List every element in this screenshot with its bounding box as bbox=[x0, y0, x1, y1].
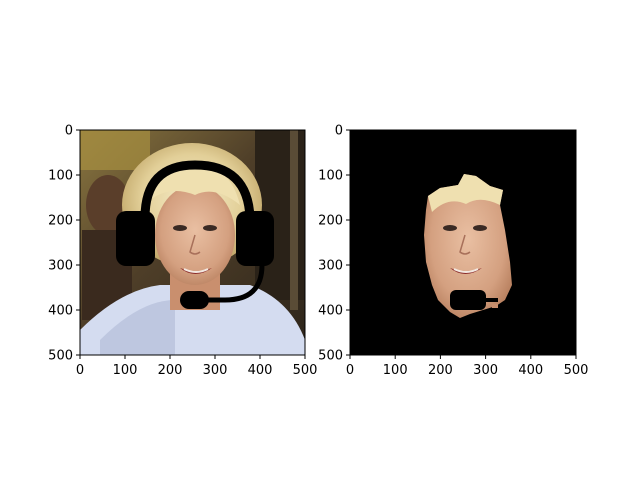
left-x-ticks: 0 100 200 300 400 500 bbox=[76, 355, 318, 378]
right-y-tick-label: 200 bbox=[318, 214, 343, 229]
segmented-hair bbox=[428, 174, 503, 212]
left-axes: 0 100 200 300 400 500 0 100 200 300 400 500 bbox=[48, 124, 317, 379]
left-x-tick-label: 200 bbox=[158, 363, 183, 378]
left-y-tick-label: 300 bbox=[48, 259, 73, 274]
segment-neck-edge bbox=[492, 304, 498, 308]
photo-nose bbox=[189, 234, 201, 255]
segment-teeth bbox=[453, 268, 479, 273]
photo-eye-left bbox=[173, 225, 187, 231]
segmented-face bbox=[424, 174, 512, 318]
right-y-tick-label: 400 bbox=[318, 304, 343, 319]
headset-boom-arm bbox=[200, 264, 265, 303]
left-image bbox=[80, 130, 305, 355]
right-y-tick-label: 500 bbox=[318, 349, 343, 364]
segment-eye-left bbox=[443, 225, 457, 231]
photo-clothing-shade bbox=[100, 300, 175, 355]
right-y-tick-label: 0 bbox=[335, 124, 343, 139]
right-x-tick-label: 500 bbox=[564, 363, 589, 378]
left-x-tick-label: 300 bbox=[203, 363, 228, 378]
right-x-tick-label: 100 bbox=[383, 363, 408, 378]
photo-bangs bbox=[150, 168, 240, 205]
left-y-ticks: 0 100 200 300 400 500 bbox=[48, 124, 80, 364]
left-x-tick-label: 0 bbox=[76, 363, 84, 378]
headset-band bbox=[140, 160, 255, 219]
right-x-tick-label: 0 bbox=[346, 363, 354, 378]
right-x-tick-label: 300 bbox=[473, 363, 498, 378]
left-y-tick-label: 0 bbox=[65, 124, 73, 139]
left-y-tick-label: 500 bbox=[48, 349, 73, 364]
segment-mic-mask-arm bbox=[484, 298, 498, 302]
headset-ear-cup-right bbox=[236, 211, 274, 266]
photo-eye-right bbox=[203, 225, 217, 231]
right-axes-frame bbox=[349, 129, 577, 356]
photo-background-pole bbox=[290, 130, 298, 310]
photo-background-yellow bbox=[80, 130, 150, 170]
segment-nose bbox=[459, 234, 471, 255]
left-y-tick-label: 200 bbox=[48, 214, 73, 229]
right-y-tick-label: 100 bbox=[318, 169, 343, 184]
segment-mic-mask bbox=[450, 290, 486, 310]
left-x-tick-label: 500 bbox=[293, 363, 318, 378]
right-image bbox=[350, 130, 576, 355]
left-axes-frame bbox=[79, 129, 306, 356]
right-y-tick-label: 300 bbox=[318, 259, 343, 274]
left-x-tick-label: 400 bbox=[248, 363, 273, 378]
headset-icon bbox=[116, 160, 274, 309]
segment-eye-right bbox=[473, 225, 487, 231]
right-x-tick-label: 200 bbox=[428, 363, 453, 378]
left-x-tick-label: 100 bbox=[113, 363, 138, 378]
headset-ear-cup-left bbox=[116, 211, 155, 266]
left-y-tick-label: 400 bbox=[48, 304, 73, 319]
headset-microphone bbox=[180, 291, 209, 309]
left-y-tick-label: 100 bbox=[48, 169, 73, 184]
right-axes: 0 100 200 300 400 500 0 100 200 300 400 500 bbox=[318, 124, 588, 379]
photo-teeth bbox=[183, 268, 209, 273]
right-x-ticks: 0 100 200 300 400 500 bbox=[346, 355, 589, 378]
right-y-ticks: 0 100 200 300 400 500 bbox=[318, 124, 350, 364]
right-x-tick-label: 400 bbox=[518, 363, 543, 378]
